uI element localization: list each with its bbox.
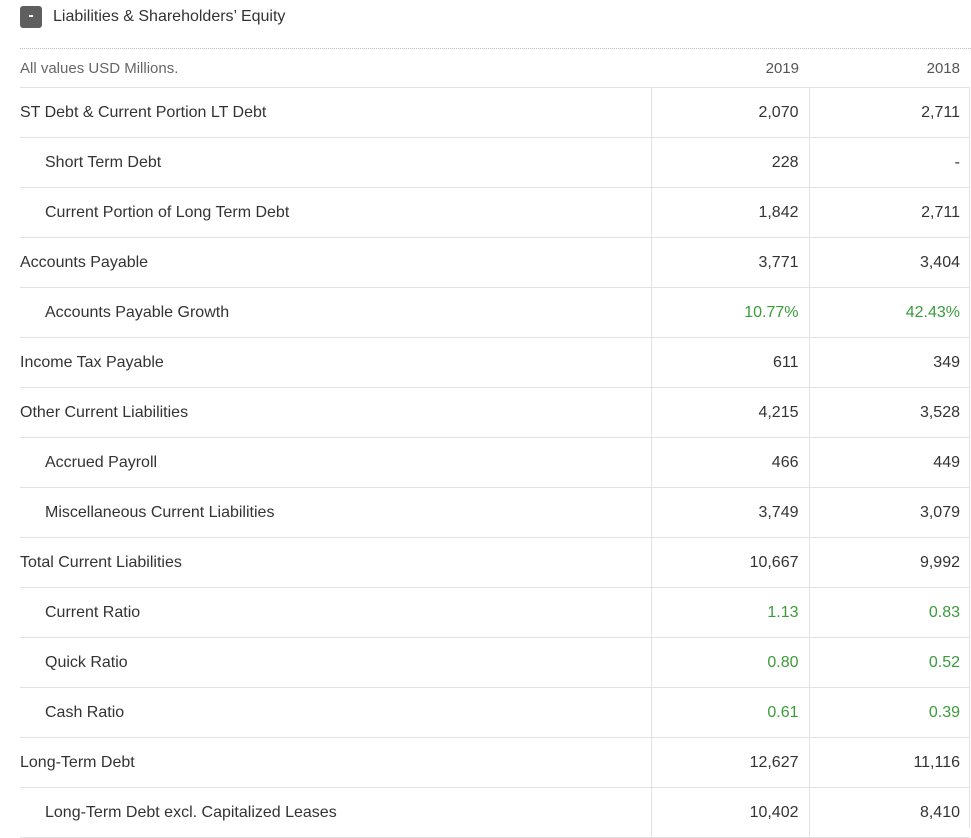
value-2019: 1.13 bbox=[650, 587, 809, 638]
value-2019: 10.77% bbox=[650, 287, 809, 338]
value-2018: 11,116 bbox=[808, 737, 970, 788]
section-title: Liabilities & Shareholders’ Equity bbox=[53, 8, 286, 25]
value-2019: 12,627 bbox=[650, 737, 809, 788]
row-label: Accounts Payable bbox=[20, 237, 651, 288]
value-2018: 9,992 bbox=[808, 537, 970, 588]
table-row: Cash Ratio 0.61 0.39 bbox=[20, 687, 970, 738]
value-2018: 8,410 bbox=[808, 787, 970, 838]
table-row: Quick Ratio 0.80 0.52 bbox=[20, 637, 970, 688]
value-2018: 349 bbox=[808, 337, 970, 388]
row-label: ST Debt & Current Portion LT Debt bbox=[20, 87, 651, 138]
table-row: Accounts Payable 3,771 3,404 bbox=[20, 237, 970, 288]
value-2019: 611 bbox=[650, 337, 809, 388]
value-2019: 1,842 bbox=[650, 187, 809, 238]
table-row: Total Current Liabilities 10,667 9,992 bbox=[20, 537, 970, 588]
value-2018: 449 bbox=[808, 437, 970, 488]
row-label: Income Tax Payable bbox=[20, 337, 651, 388]
table-row: Current Portion of Long Term Debt 1,842 2,… bbox=[20, 187, 970, 238]
section-header[interactable]: - Liabilities & Shareholders’ Equity bbox=[20, 6, 285, 28]
row-label: Quick Ratio bbox=[20, 637, 651, 688]
table-row: Long-Term Debt 12,627 11,116 bbox=[20, 737, 970, 788]
table-row: Miscellaneous Current Liabilities 3,749 3,… bbox=[20, 487, 970, 538]
value-2018: - bbox=[808, 137, 970, 188]
value-2018: 0.83 bbox=[808, 587, 970, 638]
table-row: Income Tax Payable 611 349 bbox=[20, 337, 970, 388]
value-2019: 3,771 bbox=[650, 237, 809, 288]
liabilities-table: All values USD Millions. 2019 2018 ST De… bbox=[20, 49, 970, 838]
table-row: Other Current Liabilities 4,215 3,528 bbox=[20, 387, 970, 438]
value-2019: 10,402 bbox=[650, 787, 809, 838]
value-2018: 3,528 bbox=[808, 387, 970, 438]
table-header-row: All values USD Millions. 2019 2018 bbox=[20, 49, 970, 88]
row-label: Other Current Liabilities bbox=[20, 387, 651, 438]
row-label: Accrued Payroll bbox=[20, 437, 651, 488]
row-label: Current Ratio bbox=[20, 587, 651, 638]
collapse-toggle-icon[interactable]: - bbox=[20, 6, 42, 28]
table-right-border bbox=[969, 88, 970, 828]
row-label: Total Current Liabilities bbox=[20, 537, 651, 588]
row-label: Miscellaneous Current Liabilities bbox=[20, 487, 651, 538]
year-header-2018: 2018 bbox=[809, 49, 970, 88]
value-2019: 228 bbox=[650, 137, 809, 188]
row-label: Long-Term Debt bbox=[20, 737, 651, 788]
value-2019: 0.80 bbox=[650, 637, 809, 688]
row-label: Cash Ratio bbox=[20, 687, 651, 738]
table-row: Short Term Debt 228- bbox=[20, 137, 970, 188]
row-label: Long-Term Debt excl. Capitalized Leases bbox=[20, 787, 651, 838]
header-divider bbox=[20, 48, 971, 49]
year-header-2019: 2019 bbox=[651, 49, 809, 88]
value-2018: 0.39 bbox=[808, 687, 970, 738]
value-2019: 466 bbox=[650, 437, 809, 488]
value-2018: 0.52 bbox=[808, 637, 970, 688]
value-2019: 3,749 bbox=[650, 487, 809, 538]
table-row: Accounts Payable Growth 10.77% 42.43% bbox=[20, 287, 970, 338]
value-2018: 3,404 bbox=[808, 237, 970, 288]
value-2018: 42.43% bbox=[808, 287, 970, 338]
value-2018: 2,711 bbox=[808, 87, 970, 138]
value-2019: 10,667 bbox=[650, 537, 809, 588]
value-2018: 3,079 bbox=[808, 487, 970, 538]
row-label: Accounts Payable Growth bbox=[20, 287, 651, 338]
units-label: All values USD Millions. bbox=[20, 49, 651, 88]
table-row: Current Ratio 1.13 0.83 bbox=[20, 587, 970, 638]
table-row: Accrued Payroll 466 449 bbox=[20, 437, 970, 488]
table-row: ST Debt & Current Portion LT Debt 2,070 2,… bbox=[20, 87, 970, 138]
value-2019: 0.61 bbox=[650, 687, 809, 738]
row-label: Current Portion of Long Term Debt bbox=[20, 187, 651, 238]
value-2019: 2,070 bbox=[650, 87, 809, 138]
row-label: Short Term Debt bbox=[20, 137, 651, 188]
value-2018: 2,711 bbox=[808, 187, 970, 238]
table-row: Long-Term Debt excl. Capitalized Leases 1… bbox=[20, 787, 970, 838]
value-2019: 4,215 bbox=[650, 387, 809, 438]
